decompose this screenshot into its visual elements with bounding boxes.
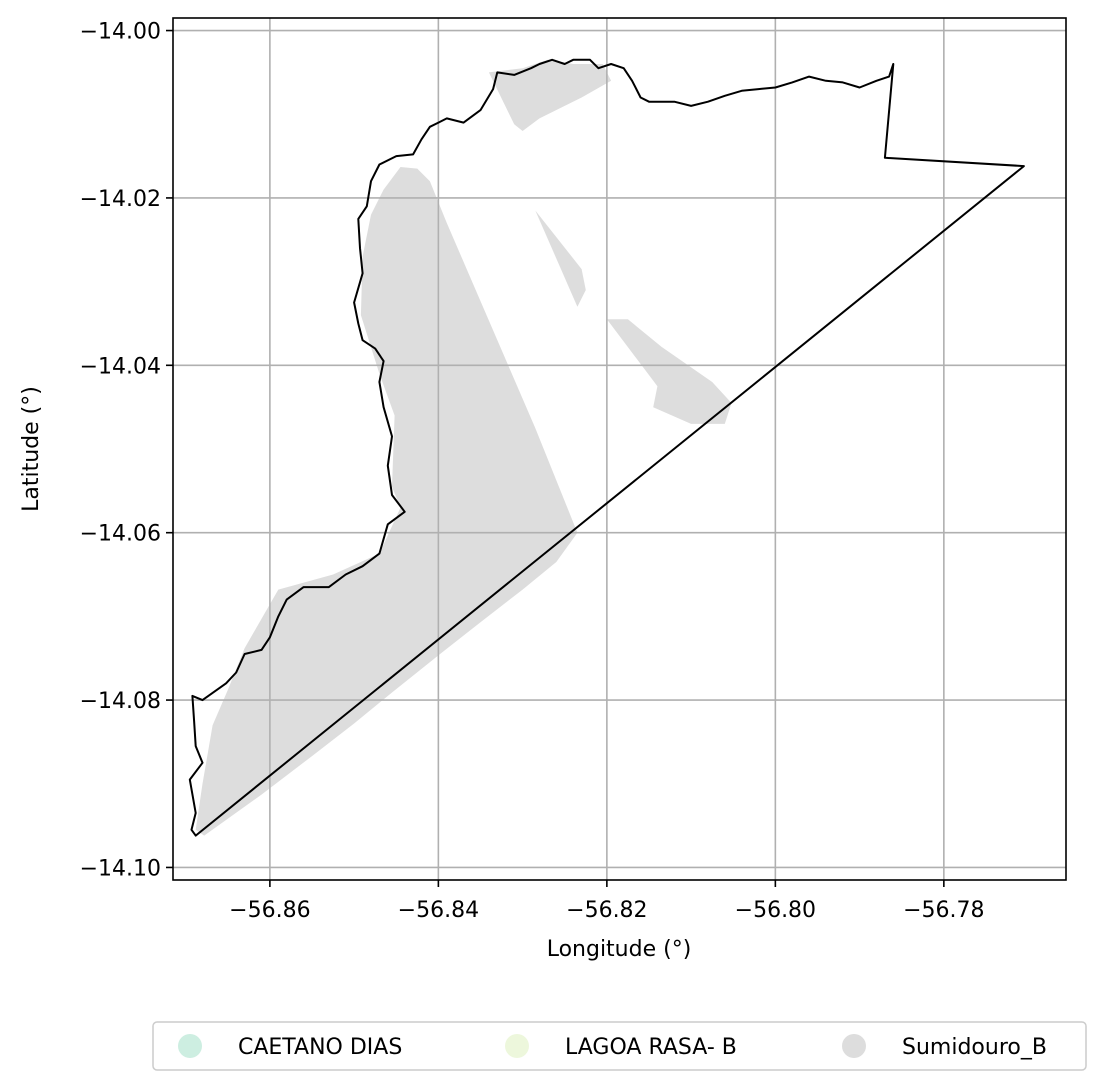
y-tick-label: −14.02	[80, 187, 161, 212]
x-tick-label: −56.86	[229, 898, 310, 923]
x-tick-label: −56.78	[903, 898, 984, 923]
y-tick-label: −14.08	[80, 689, 161, 714]
region-sumidouro-b-0	[195, 167, 578, 836]
legend-marker-lagoa-rasa-b	[505, 1034, 529, 1058]
region-sumidouro-b-2	[535, 210, 586, 307]
y-axis-label: Latitude (°)	[19, 386, 44, 512]
y-tick-label: −14.06	[80, 522, 161, 547]
y-tick-label: −14.10	[80, 856, 161, 881]
region-sumidouro-b-1	[488, 59, 612, 131]
boundary-layer	[188, 58, 1025, 837]
y-tick-label: −14.04	[80, 354, 161, 379]
x-tick-label: −56.84	[398, 898, 479, 923]
legend: CAETANO DIAS LAGOA RASA- B Sumidouro_B	[152, 1021, 1087, 1071]
legend-marker-caetano-dias	[178, 1034, 202, 1058]
y-tick-label: −14.00	[80, 20, 161, 45]
map-layers	[195, 59, 732, 836]
legend-label-sumidouro-b: Sumidouro_B	[902, 1035, 1047, 1060]
x-tick-label: −56.82	[566, 898, 647, 923]
x-tick-label: −56.80	[735, 898, 816, 923]
legend-marker-sumidouro-b	[842, 1034, 866, 1058]
region-sumidouro-b-3	[606, 319, 732, 424]
plot-frame	[172, 17, 1067, 881]
x-axis-label: Longitude (°)	[547, 937, 692, 962]
boundary-outline	[188, 58, 1025, 837]
legend-label-caetano-dias: CAETANO DIAS	[238, 1035, 402, 1060]
x-axis-ticks: −56.86 −56.84 −56.82 −56.80 −56.78	[229, 880, 985, 923]
legend-label-lagoa-rasa-b: LAGOA RASA- B	[565, 1035, 737, 1060]
legend-box	[152, 1021, 1087, 1071]
y-axis-ticks: −14.00 −14.02 −14.04 −14.06 −14.08 −14.10	[80, 20, 173, 881]
